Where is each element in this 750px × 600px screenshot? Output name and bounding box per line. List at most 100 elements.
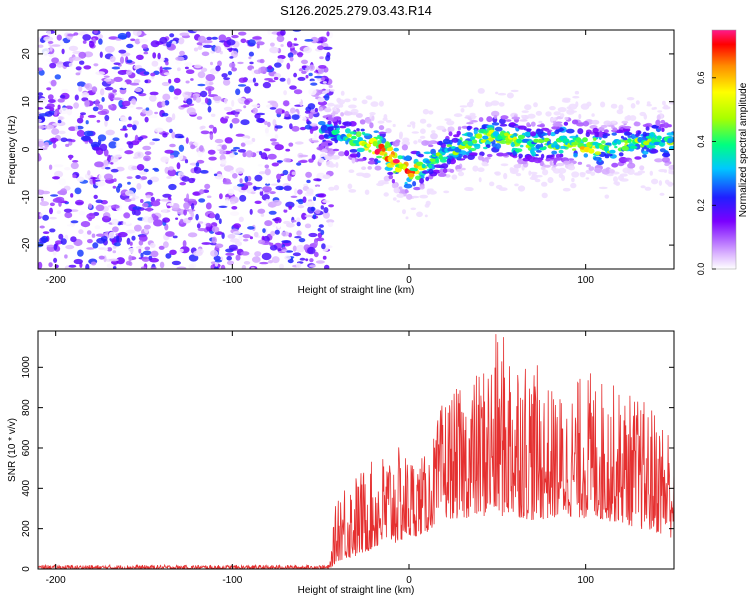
spectrogram-signal-blob <box>328 150 336 155</box>
spectrogram-noise-blob <box>318 224 324 228</box>
spectrogram-noise-blob <box>171 113 176 121</box>
spectrogram-noise-blob <box>208 88 212 96</box>
spectrogram-noise-blob <box>133 209 141 216</box>
spectrogram-noise-blob <box>58 233 64 240</box>
spectrogram-signal-blob <box>554 129 560 135</box>
spectrogram-noise-blob <box>280 173 285 177</box>
spectrogram-noise-blob <box>284 255 292 260</box>
spectrogram-signal-blob <box>495 91 499 95</box>
spectrogram-signal-blob <box>392 140 400 147</box>
spectrogram-noise-blob <box>83 130 94 137</box>
spectrogram-signal-blob <box>642 154 647 158</box>
spectrogram-x-tick-label: 100 <box>577 275 594 286</box>
spectrogram-noise-blob <box>103 75 110 78</box>
spectrogram-noise-blob <box>285 148 291 152</box>
spectrogram-signal-blob <box>553 111 561 116</box>
spectrogram-noise-blob <box>200 170 209 174</box>
spectrogram-noise-blob <box>309 258 314 263</box>
spectrogram-noise-blob <box>149 141 156 146</box>
spectrogram-signal-blob <box>530 121 536 127</box>
spectrogram-signal-blob <box>424 214 428 218</box>
spectrogram-signal-blob <box>322 174 331 179</box>
spectrogram-noise-blob <box>205 74 216 82</box>
spectrogram-y-label: Frequency (Hz) <box>7 116 18 185</box>
spectrogram-noise-blob <box>51 57 59 64</box>
colorbar-gradient <box>712 30 736 269</box>
spectrogram-signal-blob <box>629 115 637 121</box>
spectrogram-noise-blob <box>48 164 53 170</box>
spectrogram-signal-blob <box>402 137 410 143</box>
colorbar-tick-label: 0.2 <box>696 199 706 212</box>
spectrogram-noise-blob <box>117 231 128 238</box>
spectrogram-signal-blob <box>345 128 351 134</box>
spectrogram-noise-blob <box>299 257 306 261</box>
spectrogram-noise-blob <box>46 30 52 37</box>
spectrogram-noise-blob <box>161 100 166 108</box>
spectrogram-noise-blob <box>196 159 205 164</box>
spectrogram-noise-blob <box>301 59 308 65</box>
spectrogram-noise-blob <box>259 58 265 64</box>
spectrogram-noise-blob <box>79 114 84 119</box>
spectrogram-signal-blob <box>411 131 419 134</box>
spectrogram-noise-blob <box>308 64 315 71</box>
spectrogram-noise-blob <box>110 165 115 169</box>
spectrogram-noise-blob <box>297 205 305 209</box>
spectrogram-noise-blob <box>274 229 280 235</box>
spectrogram-noise-blob <box>78 229 84 235</box>
spectrogram-noise-blob <box>225 252 235 256</box>
spectrogram-noise-blob <box>258 67 262 74</box>
spectrogram-signal-blob <box>651 178 659 185</box>
spectrogram-noise-blob <box>70 220 79 224</box>
spectrogram-noise-blob <box>197 45 203 51</box>
spectrogram-signal-blob <box>546 154 554 158</box>
spectrogram-noise-blob <box>260 152 268 160</box>
spectrogram-noise-blob <box>291 219 297 223</box>
spectrogram-signal-blob <box>387 171 394 176</box>
spectrogram-signal-blob <box>540 166 546 171</box>
spectrogram-noise-blob <box>68 154 73 161</box>
spectrogram-noise-blob <box>245 181 253 186</box>
spectrogram-noise-blob <box>76 176 85 182</box>
spectrogram-noise-blob <box>231 50 238 58</box>
spectrogram-noise-blob <box>179 50 185 56</box>
spectrogram-noise-blob <box>140 199 144 203</box>
spectrogram-noise-blob <box>162 217 171 223</box>
spectrogram-noise-blob <box>265 198 270 204</box>
spectrogram-noise-blob <box>95 91 101 98</box>
spectrogram-signal-blob <box>327 102 335 107</box>
spectrogram-noise-blob <box>210 61 213 66</box>
spectrogram-signal-blob <box>612 127 618 132</box>
spectrogram-signal-blob <box>461 167 466 171</box>
spectrogram-noise-blob <box>130 38 136 42</box>
spectrogram-noise-blob <box>310 36 319 44</box>
spectrogram-x-ticks: -200 -100 0 100 <box>46 30 594 286</box>
spectrogram-signal-blob <box>526 122 531 128</box>
spectrogram-noise-blob <box>168 78 172 84</box>
spectrogram-noise-blob <box>282 169 289 176</box>
spectrogram-signal-blob <box>513 164 522 169</box>
spectrogram-noise-blob <box>171 260 181 266</box>
spectrogram-noise-blob <box>172 37 180 42</box>
spectrogram-noise-blob <box>183 202 190 210</box>
snr-y-label: SNR (10 * v/v) <box>7 418 18 482</box>
spectrogram-noise-blob <box>171 131 176 139</box>
spectrogram-noise-blob <box>283 100 290 107</box>
spectrogram-noise-blob <box>41 48 50 54</box>
colorbar-frame <box>711 29 737 270</box>
spectrogram-noise-blob <box>138 248 142 254</box>
spectrogram-noise-blob <box>209 133 214 140</box>
spectrogram-noise-blob <box>251 137 256 143</box>
spectrogram-signal-blob <box>594 151 602 156</box>
spectrogram-signal-blob <box>445 174 451 178</box>
spectrogram-noise-blob <box>135 246 143 249</box>
spectrogram-signal-blob <box>377 140 382 145</box>
spectrogram-noise-blob <box>298 154 309 158</box>
spectrogram-signal-blob <box>344 150 350 157</box>
spectrogram-noise-blob <box>253 231 259 238</box>
spectrogram-signal-blob <box>368 157 375 161</box>
spectrogram-noise-blob <box>312 136 319 142</box>
snr-y-tick-label: 800 <box>21 399 32 416</box>
spectrogram-signal-blob <box>594 168 602 174</box>
spectrogram-noise-blob <box>227 188 235 196</box>
